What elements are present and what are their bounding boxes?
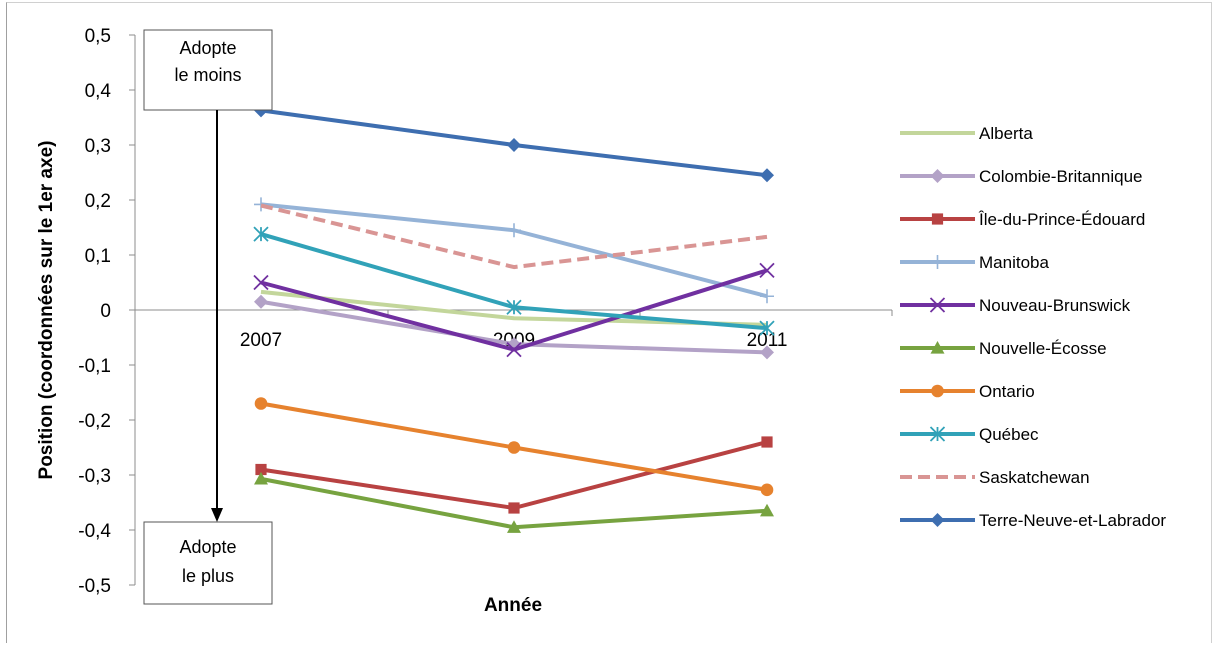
y-tick-label: 0,2: [85, 191, 111, 212]
annotation-bottom-box: [144, 522, 272, 604]
legend-label: Île-du-Prince-Édouard: [978, 210, 1145, 229]
annotation-bottom-line1: Adopte: [179, 537, 236, 557]
legend-label: Colombie-Britannique: [979, 167, 1142, 186]
legend-label: Nouveau-Brunswick: [979, 296, 1131, 315]
data-point: [255, 397, 268, 410]
legend-item: Nouvelle-Écosse: [900, 339, 1107, 358]
y-tick-label: -0,4: [78, 521, 111, 542]
y-tick-label: 0,4: [85, 81, 112, 102]
y-tick-label: -0,3: [78, 466, 111, 487]
annotation-top-line2: le moins: [174, 65, 241, 85]
series-layer: [254, 103, 774, 532]
legend-label: Terre-Neuve-et-Labrador: [979, 511, 1166, 530]
legend-marker: [931, 385, 944, 398]
annotation-bottom: Adopte le plus: [144, 522, 272, 604]
data-point: [508, 441, 521, 454]
legend-marker: [931, 513, 945, 527]
legend-item: Québec: [900, 425, 1039, 444]
data-point: [761, 484, 774, 497]
y-tick-label: 0,5: [85, 26, 111, 47]
data-point: [760, 289, 774, 303]
annotation-top: Adopte le moins: [144, 30, 272, 110]
data-point: [507, 223, 521, 237]
y-tick-label: -0,5: [78, 576, 111, 597]
legend-item: Manitoba: [900, 253, 1049, 272]
legend-item: Colombie-Britannique: [900, 167, 1142, 186]
annotation-top-line1: Adopte: [179, 38, 236, 58]
legend-item: Alberta: [900, 124, 1033, 143]
y-tick-label: -0,1: [78, 356, 111, 377]
x-tick-label: 2007: [240, 330, 282, 351]
legend-item: Saskatchewan: [900, 468, 1090, 487]
series-3: [254, 197, 774, 303]
data-point: [508, 502, 519, 513]
legend-marker: [931, 169, 945, 183]
data-point: [254, 295, 268, 309]
legend-label: Québec: [979, 425, 1039, 444]
legend-marker: [932, 213, 943, 224]
annotation-arrow: [211, 110, 223, 522]
data-point: [760, 168, 774, 182]
y-tick-label: 0,3: [85, 136, 111, 157]
x-axis-title: Année: [484, 595, 542, 616]
legend-item: Nouveau-Brunswick: [900, 296, 1131, 315]
y-axis-title: Position (coordonnées sur le 1er axe): [36, 141, 57, 480]
legend: Alberta Colombie-Britannique Île-du-Prince…: [900, 124, 1166, 530]
legend-item: Ontario: [900, 382, 1035, 401]
series-9: [254, 103, 774, 182]
y-tick-label: -0,2: [78, 411, 111, 432]
y-axis: 0,5 0,4 0,3 0,2 0,1 0 -0,1 -0,2 -0,3 -0,4 -0,5: [78, 26, 135, 597]
data-point: [761, 436, 772, 447]
arrow-head-icon: [211, 508, 223, 522]
series-line: [261, 204, 767, 296]
legend-label: Saskatchewan: [979, 468, 1090, 487]
y-tick-label: 0: [100, 301, 111, 322]
legend-label: Ontario: [979, 382, 1035, 401]
legend-label: Nouvelle-Écosse: [979, 339, 1107, 358]
y-tick-label: 0,1: [85, 246, 111, 267]
data-point: [507, 138, 521, 152]
legend-item: Terre-Neuve-et-Labrador: [900, 511, 1166, 530]
data-point: [254, 197, 268, 211]
legend-item: Île-du-Prince-Édouard: [900, 210, 1145, 229]
legend-marker: [931, 255, 945, 269]
legend-label: Manitoba: [979, 253, 1049, 272]
legend-label: Alberta: [979, 124, 1033, 143]
annotation-bottom-line2: le plus: [182, 566, 234, 586]
